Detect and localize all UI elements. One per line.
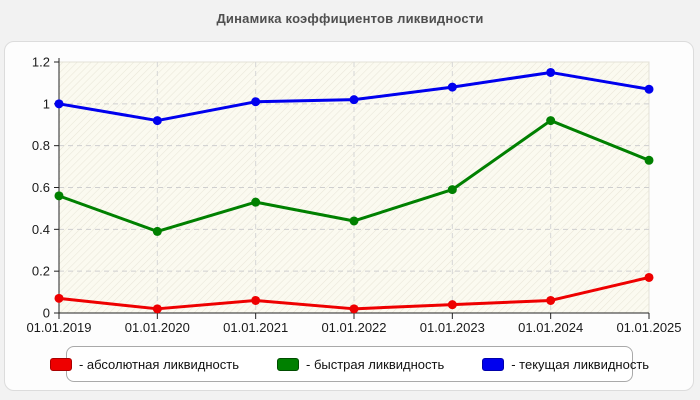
legend-label-absolute-liquidity: - абсолютная ликвидность [78, 356, 239, 372]
x-tick-label: 01.01.2024 [518, 320, 583, 335]
chart-canvas: 0 0.2 0.4 0.6 0.8 1 1.2 01.01.2019 01.01.2020 01.… [26, 55, 681, 336]
y-tick-label: 0.6 [32, 180, 50, 195]
data-point [251, 197, 261, 207]
legend-swatch-red [49, 357, 72, 371]
legend-item-quick-liquidity: - быстрая ликвидность [277, 357, 444, 372]
data-point [251, 97, 261, 107]
data-point [447, 300, 457, 310]
y-tick-label: 0.8 [32, 138, 50, 153]
x-tick-label: 01.01.2020 [125, 320, 190, 335]
data-point [644, 84, 654, 94]
y-tick-label: 0 [43, 306, 50, 321]
data-point [54, 191, 64, 201]
chart-legend: - абсолютная ликвидность - быстрая ликви… [49, 346, 649, 382]
data-point [152, 226, 162, 236]
x-tick-label: 01.01.2025 [616, 320, 681, 335]
legend-label-quick-liquidity: - быстрая ликвидность [306, 356, 445, 372]
data-point [447, 82, 457, 92]
data-point [447, 185, 457, 195]
x-tick-label: 01.01.2023 [420, 320, 485, 335]
legend-swatch-blue [482, 357, 505, 371]
legend-item-current-liquidity: - текущая ликвидность [482, 357, 649, 372]
legend-label-current-liquidity: - текущая ликвидность [511, 356, 650, 372]
data-point [546, 116, 556, 126]
legend-swatch-green [277, 357, 299, 371]
y-tick-label: 0.2 [32, 264, 50, 279]
chart-panel: 0 0.2 0.4 0.6 0.8 1 1.2 01.01.2019 01.01.2020 01.… [4, 41, 694, 391]
data-point [349, 95, 359, 105]
y-tick-label: 1 [43, 96, 50, 111]
data-point [152, 116, 162, 126]
data-point [152, 304, 162, 314]
data-point [251, 295, 261, 305]
data-point [54, 293, 64, 303]
data-point [349, 304, 359, 314]
data-point [644, 155, 654, 165]
data-point [546, 295, 556, 305]
legend-item-absolute-liquidity: - абсолютная ликвидность [49, 356, 239, 372]
y-tick-label: 1.2 [32, 55, 50, 70]
data-point [546, 67, 556, 77]
page-title: Динамика коэффициентов ликвидности [216, 11, 484, 26]
y-tick-label: 0.4 [32, 222, 50, 237]
data-point [54, 99, 64, 109]
x-tick-label: 01.01.2019 [26, 320, 91, 335]
x-tick-label: 01.01.2021 [223, 320, 288, 335]
data-point [349, 216, 359, 226]
data-point [644, 272, 654, 282]
x-tick-label: 01.01.2022 [321, 320, 386, 335]
